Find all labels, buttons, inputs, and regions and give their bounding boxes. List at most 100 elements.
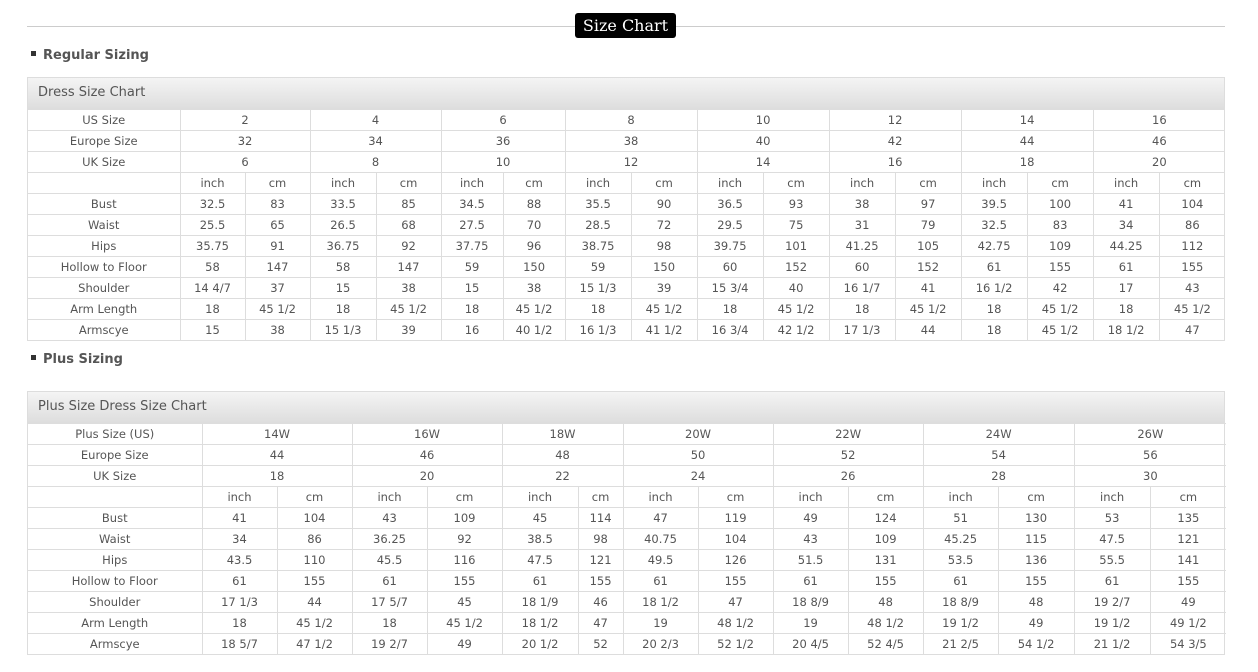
size-cell: 14W [201,423,353,445]
measurement-cell: 45 1/2 [1026,319,1094,340]
bullet-icon [31,355,36,360]
measurement-cell: 18 1/9 [501,591,579,613]
size-cell: 54 [922,444,1075,466]
measurement-cell: 155 [997,570,1075,592]
measurement-cell: 61 [772,570,849,592]
size-cell: 8 [564,109,698,131]
size-cell: 2 [179,109,311,131]
bullet-icon [31,51,36,56]
table-row: Hollow to Floor 61 155 61 155 61 155 61 155 61 155… [28,570,1227,592]
measurement-cell: 19 1/2 [922,612,999,634]
measurement-cell: 92 [375,235,442,257]
measurement-cell: 136 [997,549,1075,571]
unit-row: inch cm inch cm inch cm inch cm inch cm inch cm inch… [28,486,1227,508]
measurement-cell: 104 [1158,193,1226,215]
unit-inch: inch [772,486,849,508]
measurement-cell: 155 [276,570,353,592]
size-cell: 26W [1073,423,1227,445]
measurement-cell: 100 [1026,193,1094,215]
measurement-cell: 58 [309,256,377,278]
measurement-cell: 52 4/5 [847,633,924,654]
size-header-row: Europe Size 32 34 36 38 40 42 44 46 [28,130,1226,152]
measurement-cell: 155 [577,570,624,592]
measurement-cell: 58 [179,256,246,278]
measurement-cell: 16 1/2 [960,277,1028,299]
measurement-cell: 38.5 [501,528,579,550]
size-cell: 10 [440,151,566,173]
measurement-cell: 85 [375,193,442,215]
measurement-cell: 18 1/2 [622,591,699,613]
empty-cell [28,172,181,194]
measurement-cell: 18 [440,298,504,320]
unit-inch: inch [960,172,1028,194]
measurement-cell: 39.75 [696,235,764,257]
measurement-cell: 26.5 [309,214,377,236]
size-cell: 20W [622,423,774,445]
unit-cm: cm [847,486,924,508]
measurement-cell: 49.5 [622,549,699,571]
measurement-cell: 32.5 [179,193,246,215]
measurement-cell: 48 [847,591,924,613]
measurement-cell: 51 [922,507,999,529]
size-cell: 46 [1092,130,1226,152]
size-cell: 48 [501,444,624,466]
unit-inch: inch [922,486,999,508]
row-label: US Size [28,109,181,131]
measurement-cell: 37.75 [440,235,504,257]
size-cell: 14 [696,151,830,173]
unit-cm: cm [630,172,698,194]
measurement-cell: 45 1/2 [762,298,830,320]
measurement-cell: 45.25 [922,528,999,550]
measurement-cell: 18 [828,298,896,320]
measurement-cell: 20 2/3 [622,633,699,654]
measurement-cell: 112 [1158,235,1226,257]
measurement-cell: 55.5 [1073,549,1151,571]
measurement-cell: 53 [1073,507,1151,529]
size-cell: 24 [622,465,774,487]
measurement-cell: 25.5 [179,214,246,236]
section-label: Plus Sizing [43,352,123,367]
unit-inch: inch [1092,172,1160,194]
measurement-cell: 16 1/3 [564,319,632,340]
measurement-cell: 41 1/2 [630,319,698,340]
size-cell: 16W [351,423,503,445]
size-cell: 56 [1073,444,1227,466]
measurement-cell: 47.5 [1073,528,1151,550]
measurement-cell: 15 [440,277,504,299]
row-label: Hollow to Floor [28,570,203,592]
measurement-cell: 38 [502,277,566,299]
size-cell: 32 [179,130,311,152]
measurement-cell: 90 [630,193,698,215]
row-label: Arm Length [28,612,203,634]
measurement-cell: 35.5 [564,193,632,215]
measurement-cell: 41 [894,277,962,299]
size-cell: 12 [828,109,962,131]
measurement-cell: 126 [697,549,774,571]
measurement-cell: 47.5 [501,549,579,571]
measurement-cell: 45 1/2 [426,612,503,634]
measurement-cell: 152 [762,256,830,278]
measurement-cell: 88 [502,193,566,215]
measurement-cell: 45 [501,507,579,529]
measurement-cell: 47 [577,612,624,634]
unit-inch: inch [179,172,246,194]
measurement-cell: 155 [1149,570,1227,592]
unit-inch: inch [564,172,632,194]
unit-inch: inch [696,172,764,194]
row-label: Waist [28,214,181,236]
measurement-cell: 130 [997,507,1075,529]
measurement-cell: 61 [351,570,428,592]
unit-inch: inch [1073,486,1151,508]
measurement-cell: 15 [309,277,377,299]
measurement-cell: 61 [501,570,579,592]
measurement-cell: 61 [960,256,1028,278]
measurement-cell: 124 [847,507,924,529]
row-label: Hips [28,235,181,257]
measurement-cell: 47 [622,507,699,529]
measurement-cell: 28.5 [564,214,632,236]
measurement-cell: 39 [375,319,442,340]
measurement-cell: 33.5 [309,193,377,215]
measurement-cell: 68 [375,214,442,236]
measurement-cell: 155 [1026,256,1094,278]
unit-inch: inch [309,172,377,194]
